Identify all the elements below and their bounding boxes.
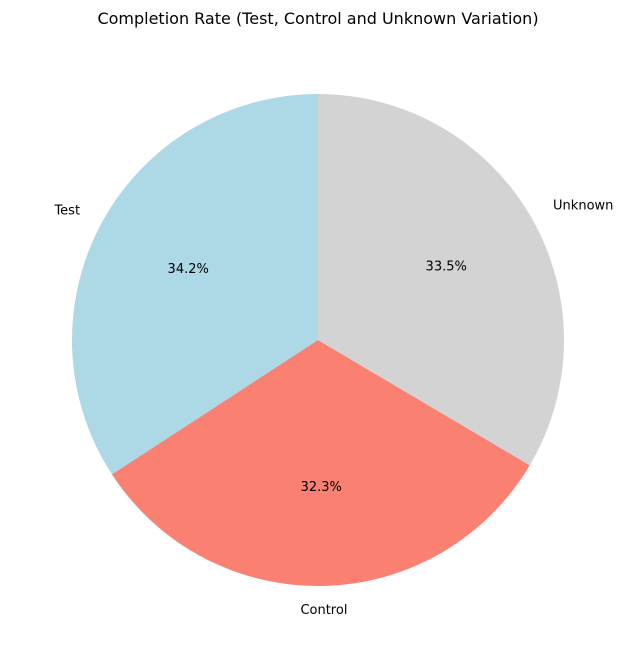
slice-label-control: Control xyxy=(300,603,347,618)
pie-slice-control xyxy=(111,340,530,586)
slice-pct-label-unknown: 33.5% xyxy=(426,259,467,274)
pie-slice-test xyxy=(72,94,319,475)
pie-slice-unknown xyxy=(318,94,564,466)
pie-slices xyxy=(72,94,564,586)
slice-label-test: Test xyxy=(53,204,80,219)
pie-labels: Test 34.2% Control 32.3% Unknown 33.5% xyxy=(53,198,613,618)
slice-pct-label-test: 34.2% xyxy=(168,262,209,277)
slice-label-unknown: Unknown xyxy=(553,198,613,213)
slice-pct-label-control: 32.3% xyxy=(301,480,342,495)
chart-title: Completion Rate (Test, Control and Unkno… xyxy=(97,9,538,28)
